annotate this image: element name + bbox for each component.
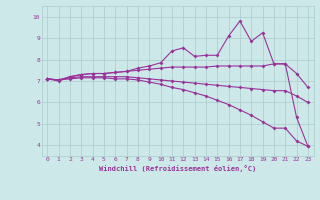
X-axis label: Windchill (Refroidissement éolien,°C): Windchill (Refroidissement éolien,°C) — [99, 165, 256, 172]
